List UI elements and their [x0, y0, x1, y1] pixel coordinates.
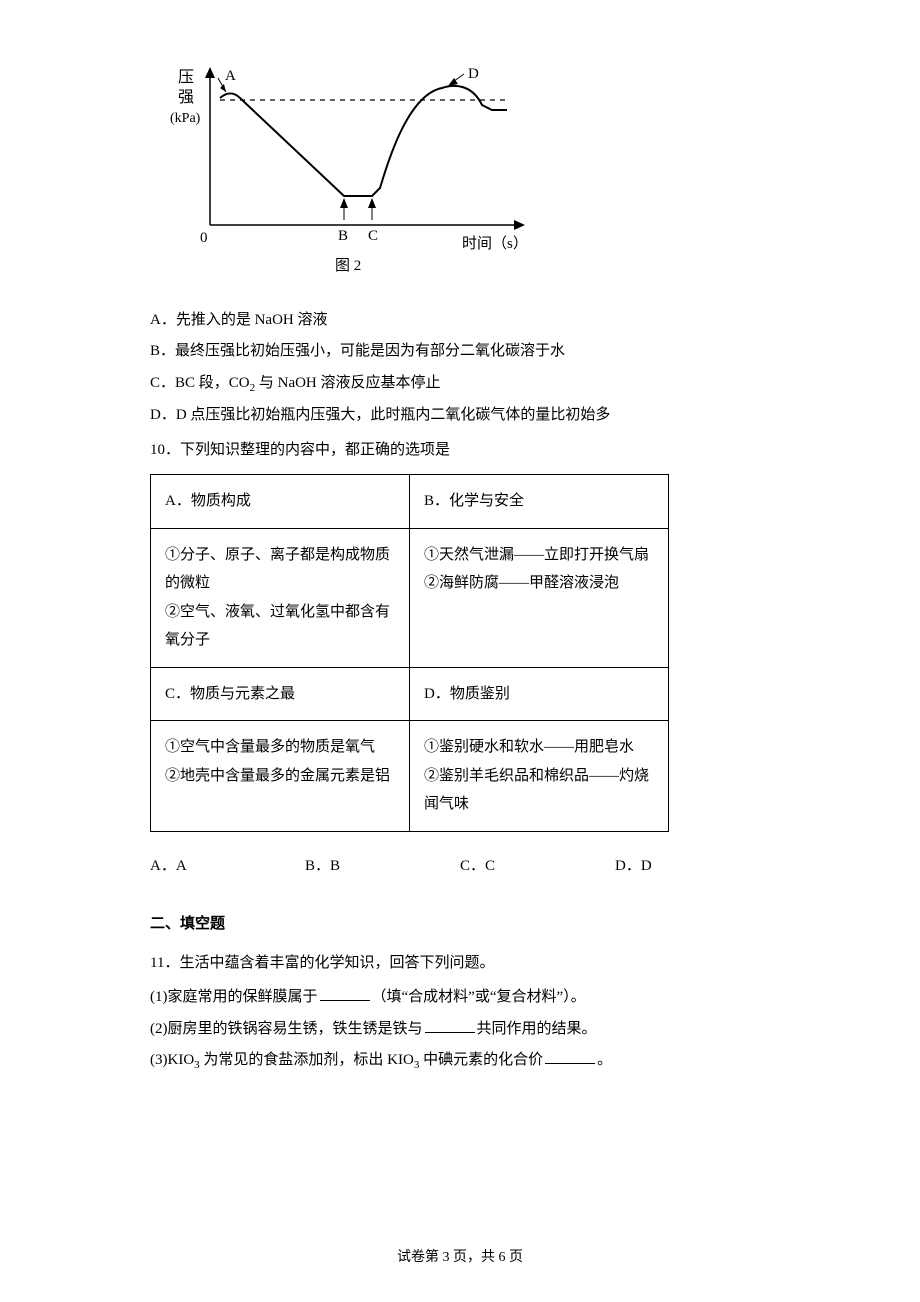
- q10-opt-b: B．B: [305, 852, 460, 881]
- q10-cell-c: ①空气中含量最多的物质是氧气 ②地壳中含量最多的金属元素是铝: [151, 721, 410, 832]
- q11-part1: (1)家庭常用的保鲜膜属于 （填“合成材料”或“复合材料”）。: [150, 983, 770, 1012]
- footer-pre: 试卷第: [397, 1250, 443, 1265]
- q10-table: A．物质构成 B．化学与安全 ①分子、原子、离子都是构成物质的微粒 ②空气、液氧…: [150, 474, 669, 832]
- q11-part3: (3)KIO3 为常见的食盐添加剂，标出 KIO3 中碘元素的化合价。: [150, 1046, 770, 1076]
- q10-cell-d: ①鉴别硬水和软水——用肥皂水 ②鉴别羊毛织品和棉织品——灼烧闻气味: [410, 721, 669, 832]
- q9-c-pre: C．BC 段，CO: [150, 375, 250, 391]
- origin-label: 0: [200, 230, 208, 246]
- point-c-label: C: [368, 228, 378, 244]
- q11-part2: (2)厨房里的铁锅容易生锈，铁生锈是铁与 共同作用的结果。: [150, 1015, 770, 1044]
- q10-inline-options: A．A B．B C．C D．D: [150, 852, 770, 881]
- q9-option-c: C．BC 段，CO2 与 NaOH 溶液反应基本停止: [150, 369, 770, 399]
- q10-opt-c: C．C: [460, 852, 615, 881]
- q11-p2-pre: (2)厨房里的铁锅容易生锈，铁生锈是铁与: [150, 1021, 423, 1037]
- q11-p3-pre1: (3)KIO: [150, 1052, 194, 1068]
- q10-opt-d: D．D: [615, 852, 770, 881]
- q10-stem: 10．下列知识整理的内容中，都正确的选项是: [150, 436, 770, 465]
- point-b-label: B: [338, 228, 348, 244]
- q11-p1-post: （填“合成材料”或“复合材料”）。: [372, 989, 586, 1005]
- q9-c-post: 与 NaOH 溶液反应基本停止: [255, 375, 440, 391]
- q9-option-b: B．最终压强比初始压强小，可能是因为有部分二氧化碳溶于水: [150, 337, 770, 366]
- footer-total: 6: [499, 1250, 506, 1265]
- q11-p2-post: 共同作用的结果。: [477, 1021, 597, 1037]
- q11-stem: 11．生活中蕴含着丰富的化学知识，回答下列问题。: [150, 949, 770, 978]
- q11-p3-blank[interactable]: [545, 1048, 595, 1064]
- section2-title: 二、填空题: [150, 910, 770, 939]
- point-a-label: A: [225, 68, 236, 84]
- q10-header-d: D．物质鉴别: [410, 667, 669, 721]
- y-axis-label-2: 强: [178, 89, 194, 106]
- q11-p1-blank[interactable]: [320, 985, 370, 1001]
- footer-post: 页: [506, 1250, 524, 1265]
- point-d-label: D: [468, 66, 479, 82]
- q11-p2-blank[interactable]: [425, 1017, 475, 1033]
- x-axis-label: 时间（s）: [462, 235, 528, 252]
- q11-p3-mid: 为常见的食盐添加剂，标出 KIO: [200, 1052, 414, 1068]
- q10-opt-a: A．A: [150, 852, 305, 881]
- footer-mid: 页，共: [450, 1250, 499, 1265]
- q10-header-b: B．化学与安全: [410, 475, 669, 529]
- y-axis-unit: (kPa): [170, 111, 201, 126]
- footer-page: 3: [443, 1250, 450, 1265]
- q11-p3-post: 中碘元素的化合价: [419, 1052, 543, 1068]
- q10-header-c: C．物质与元素之最: [151, 667, 410, 721]
- q11-p1-pre: (1)家庭常用的保鲜膜属于: [150, 989, 318, 1005]
- q11-p3-end: 。: [597, 1052, 612, 1068]
- q10-header-a: A．物质构成: [151, 475, 410, 529]
- q9-option-d: D．D 点压强比初始瓶内压强大，此时瓶内二氧化碳气体的量比初始多: [150, 401, 770, 430]
- figure-pressure-time: A B C D 0 时间（s） 压 强 (kPa) 图 2: [170, 60, 770, 291]
- page-footer: 试卷第 3 页，共 6 页: [150, 1245, 770, 1272]
- q9-option-a: A．先推入的是 NaOH 溶液: [150, 306, 770, 335]
- chart-svg: A B C D 0 时间（s） 压 强 (kPa) 图 2: [170, 60, 550, 280]
- y-axis-label-1: 压: [178, 69, 194, 86]
- figure-caption: 图 2: [335, 257, 361, 274]
- q10-cell-a: ①分子、原子、离子都是构成物质的微粒 ②空气、液氧、过氧化氢中都含有氧分子: [151, 528, 410, 667]
- q10-cell-b: ①天然气泄漏——立即打开换气扇 ②海鲜防腐——甲醛溶液浸泡: [410, 528, 669, 667]
